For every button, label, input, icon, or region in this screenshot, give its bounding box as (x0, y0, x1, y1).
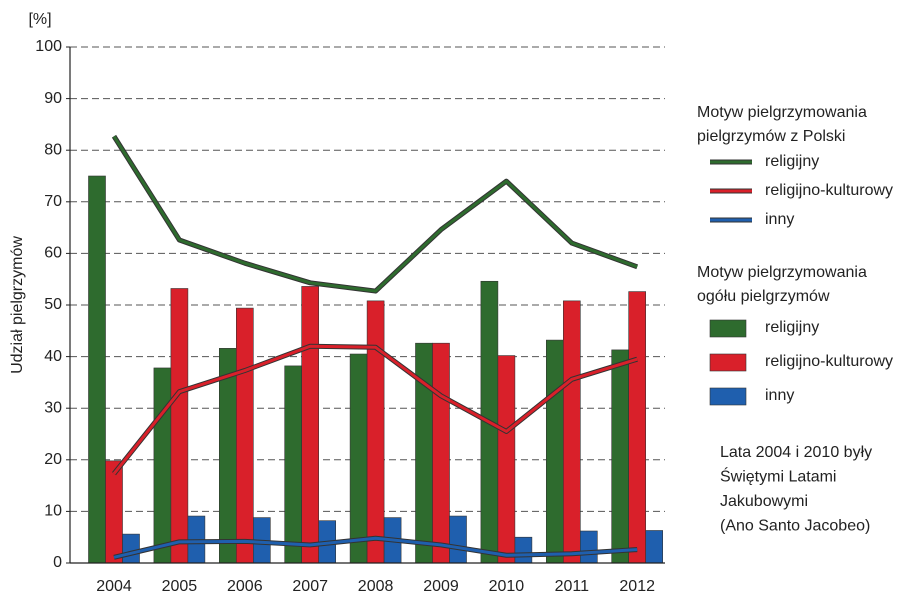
bar (153, 367, 172, 564)
bar (170, 288, 189, 564)
line (112, 344, 638, 475)
line (113, 536, 638, 559)
y-tick-label: 100 (35, 38, 62, 55)
bar (284, 365, 303, 564)
legend-title: Motyw pielgrzymowania (697, 264, 867, 281)
bar (497, 355, 516, 564)
y-tick-label: 70 (44, 193, 62, 210)
bar (88, 175, 106, 564)
legend-swatch (709, 319, 747, 338)
bar (122, 533, 140, 564)
bar (301, 286, 320, 564)
bar (611, 349, 630, 564)
bar (105, 460, 123, 564)
legend-swatch (709, 353, 747, 372)
annotation: Lata 2004 i 2010 były (720, 444, 872, 461)
legend-title: Motyw pielgrzymowania (697, 104, 867, 121)
legend-label: inny (765, 387, 794, 404)
y-tick-label: 10 (44, 503, 62, 520)
line-outline (111, 134, 639, 294)
legend-title: ogółu pielgrzymów (697, 288, 830, 305)
x-tick-label: 2005 (162, 578, 198, 595)
bar (236, 307, 254, 564)
x-tick-label: 2012 (619, 578, 655, 595)
x-tick-label: 2009 (423, 578, 459, 595)
x-tick-label: 2004 (96, 578, 132, 595)
y-tick-label: 90 (44, 90, 62, 107)
legend-swatch (709, 387, 747, 406)
x-tick-label: 2010 (489, 578, 525, 595)
y-tick-label: 60 (44, 245, 62, 262)
x-tick-label: 2006 (227, 578, 263, 595)
annotation: (Ano Santo Jacobeo) (720, 518, 870, 535)
bar (628, 291, 647, 564)
bar (562, 300, 581, 564)
bar (449, 515, 467, 564)
y-tick-label: 20 (44, 451, 62, 468)
x-tick-label: 2007 (292, 578, 328, 595)
annotation: Świętymi Latami (720, 467, 836, 486)
y-tick-label: 0 (53, 554, 62, 571)
bar (432, 342, 450, 564)
bar (645, 530, 664, 564)
bar (579, 530, 598, 564)
bar (545, 339, 564, 564)
y-tick-label: 30 (44, 399, 62, 416)
y-tick-label: 80 (44, 141, 62, 158)
legend-label: religijno-kulturowy (765, 182, 893, 199)
annotation: Jakubowymi (720, 493, 808, 510)
bar (366, 300, 385, 564)
legend-label: religijny (765, 153, 819, 170)
y-tick-label: 40 (44, 348, 62, 365)
y-unit: [%] (28, 11, 51, 28)
y-tick-label: 50 (44, 296, 62, 313)
legend-label: religijno-kulturowy (765, 353, 893, 370)
legend-title: pielgrzymów z Polski (697, 128, 845, 145)
x-tick-label: 2008 (358, 578, 394, 595)
bar (349, 353, 368, 564)
line (112, 135, 638, 293)
y-axis-label: Udział pielgrzymów (9, 236, 26, 374)
legend-label: religijny (765, 319, 819, 336)
legend-label: inny (765, 211, 794, 228)
bar (514, 536, 533, 564)
x-tick-label: 2011 (555, 578, 590, 595)
